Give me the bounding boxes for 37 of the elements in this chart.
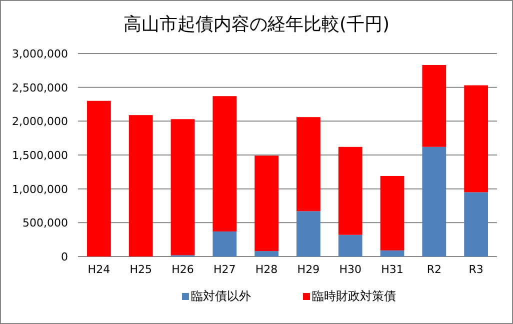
- y-tick-label: 2,500,000: [12, 81, 68, 94]
- y-tick-label: 500,000: [22, 216, 68, 230]
- bar: [296, 117, 320, 212]
- x-tick-label: R2: [426, 263, 442, 276]
- x-tick-label: H31: [381, 263, 404, 276]
- x-tick-label: H28: [255, 263, 278, 276]
- bar: [338, 146, 362, 235]
- bar: [170, 119, 195, 256]
- x-tick-label: H25: [130, 263, 152, 276]
- x-tick-label: H30: [339, 263, 362, 276]
- bar: [212, 96, 237, 232]
- y-tick-label: 1,000,000: [12, 182, 68, 196]
- x-tick-label: H24: [88, 263, 110, 276]
- y-tick-label: 3,000,000: [12, 48, 68, 60]
- x-tick-label: H29: [297, 263, 320, 276]
- bar: [254, 251, 278, 256]
- bar: [422, 146, 446, 256]
- bar: [464, 192, 488, 256]
- bar: [380, 176, 404, 250]
- legend-label: 臨時財政対策債: [312, 289, 396, 303]
- bar: [464, 85, 488, 192]
- bar: [128, 115, 153, 256]
- legend-label: 臨対債以外: [191, 289, 251, 303]
- chart-title: 高山市起債内容の経年比較(千円): [123, 14, 390, 35]
- x-tick-label: H26: [172, 263, 194, 276]
- bar: [87, 100, 111, 256]
- x-tick-label: H27: [214, 263, 236, 276]
- bar: [338, 234, 362, 256]
- y-tick-label: 1,500,000: [12, 149, 68, 162]
- y-tick-label: 2,000,000: [12, 115, 68, 128]
- y-tick-label: 0: [61, 250, 68, 264]
- bar: [296, 211, 320, 256]
- bar: [254, 156, 278, 252]
- x-tick-label: R3: [468, 263, 484, 276]
- bar: [422, 65, 446, 147]
- bar: [380, 250, 404, 256]
- bar: [212, 231, 237, 256]
